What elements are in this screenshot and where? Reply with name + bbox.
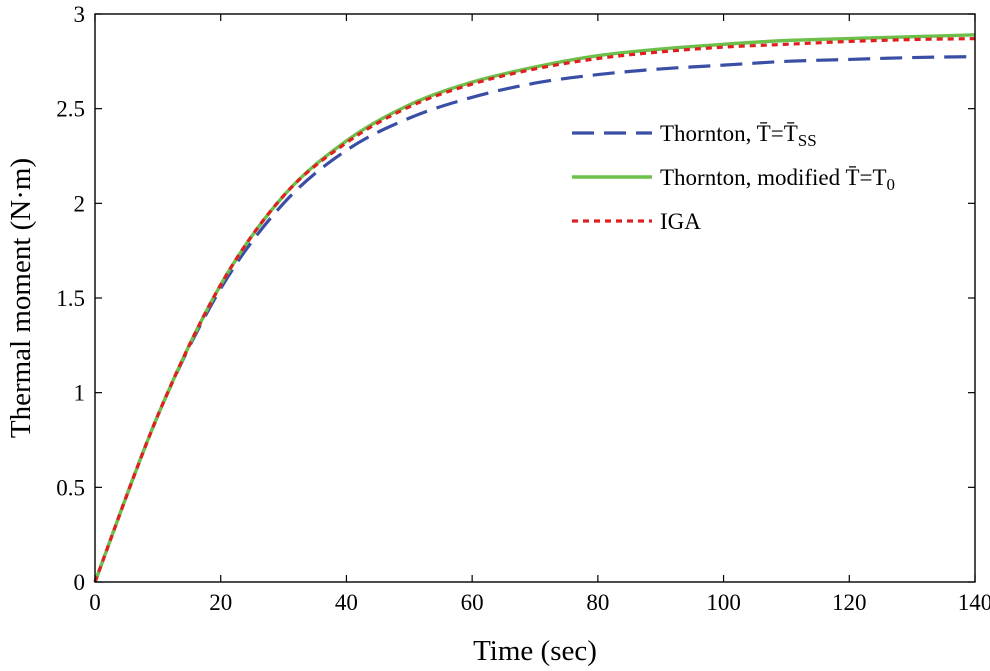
legend: Thornton, T̄=T̄SS Thornton, modified T̄=T… — [572, 121, 895, 234]
series-line-3 — [93, 37, 976, 583]
x-tick-label: 20 — [209, 590, 232, 615]
series-layer — [93, 33, 976, 583]
ticks-layer: 0 20 40 60 80 100 120 140 0 0.5 1 1.5 2 2.5 3 — [56, 2, 990, 615]
y-tick-label: 1.5 — [56, 286, 85, 311]
y-tick-label: 1 — [74, 381, 86, 406]
y-tick-label: 2.5 — [56, 97, 85, 122]
series-line-1 — [93, 55, 976, 583]
y-tick-label: 0.5 — [56, 475, 85, 500]
y-tick-label: 2 — [74, 191, 86, 216]
legend-label-2: Thornton, modified T̄=T0 — [660, 165, 895, 194]
y-axis-title: Thermal moment (N·m) — [5, 158, 37, 438]
y-tick-label: 0 — [74, 570, 86, 595]
x-tick-label: 40 — [335, 590, 358, 615]
x-tick-label: 0 — [89, 590, 101, 615]
x-tick-label: 80 — [586, 590, 609, 615]
x-tick-label: 140 — [958, 590, 990, 615]
x-axis-title: Time (sec) — [473, 635, 597, 667]
x-tick-label: 100 — [706, 590, 741, 615]
x-tick-label: 60 — [461, 590, 484, 615]
legend-label-1: Thornton, T̄=T̄SS — [660, 121, 817, 150]
legend-label-3: IGA — [660, 209, 701, 234]
series-line-2 — [93, 33, 976, 583]
x-tick-label: 120 — [832, 590, 867, 615]
y-tick-label: 3 — [74, 2, 86, 27]
plot-frame — [94, 13, 976, 583]
